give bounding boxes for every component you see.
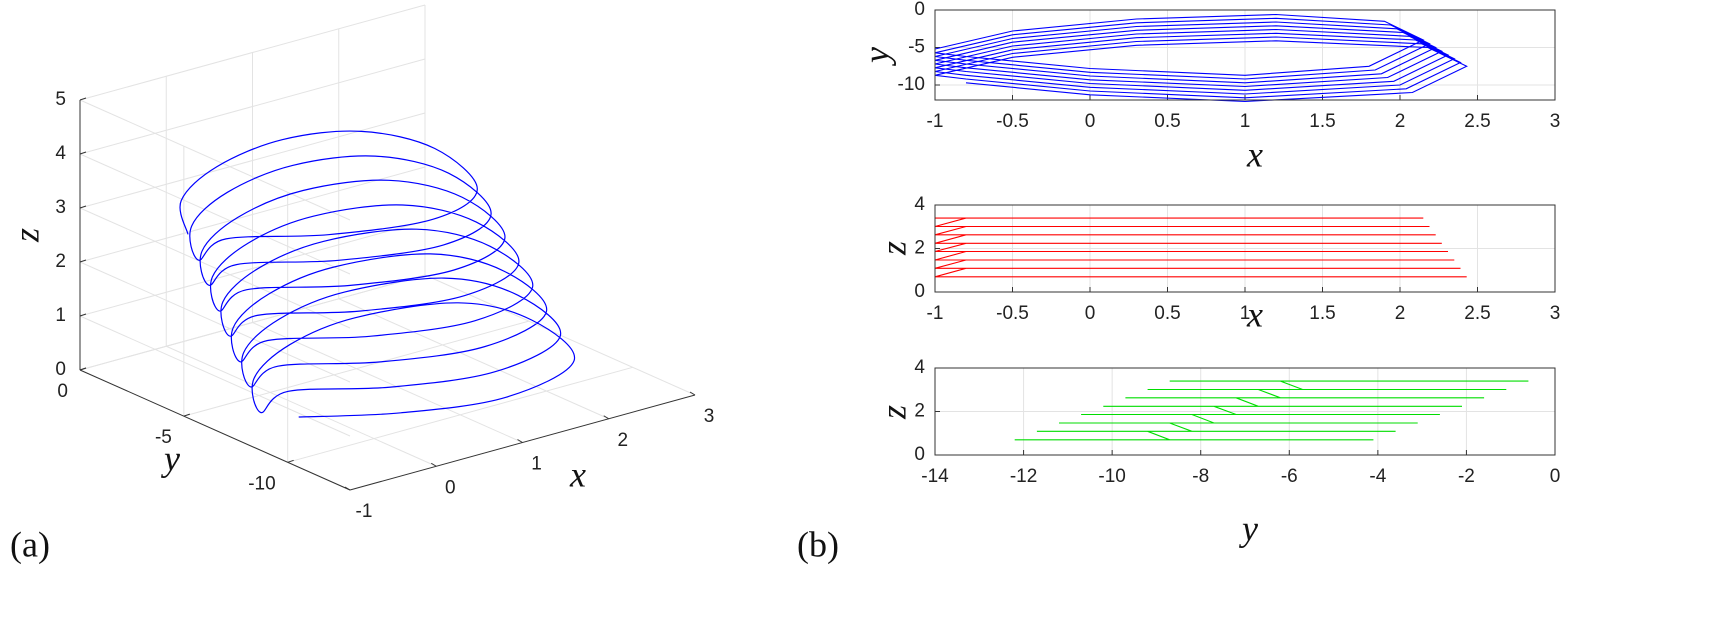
grid-line <box>183 320 529 417</box>
trajectory <box>179 130 576 418</box>
y-tick-label: 0 <box>57 381 68 402</box>
y-tick-label: -5 <box>908 37 925 58</box>
z-tick-label: 3 <box>55 197 66 218</box>
grid-line <box>79 315 351 437</box>
x-tick-label: 1.5 <box>1309 303 1335 324</box>
y-axis-label: z <box>873 241 913 256</box>
x-tick-label: -2 <box>1458 466 1475 487</box>
tick-mark <box>79 313 87 317</box>
tick-mark <box>430 462 437 467</box>
x-tick-label: 2 <box>1395 111 1406 132</box>
x-tick-label: 2 <box>1395 303 1406 324</box>
tick-mark <box>79 151 87 155</box>
x-axis-label: x <box>1246 294 1263 334</box>
x-tick-label: 1 <box>1240 111 1251 132</box>
x-tick-label: 0.5 <box>1154 111 1180 132</box>
tick-mark <box>689 391 696 396</box>
x-tick-label: 0.5 <box>1154 303 1180 324</box>
grid-line <box>79 99 351 221</box>
x-axis-label: x <box>569 454 586 494</box>
x-tick-label: -1 <box>927 111 944 132</box>
grid-line <box>79 274 426 371</box>
axes-box <box>934 9 1556 101</box>
y-tick-label: -5 <box>155 427 172 448</box>
x-tick-label: -0.5 <box>996 111 1029 132</box>
tick-mark <box>79 205 87 209</box>
x-tick-label: 2.5 <box>1464 303 1490 324</box>
y-tick-label: 4 <box>914 194 925 215</box>
trajectory <box>934 13 1468 103</box>
panel-label: (a) <box>10 524 50 564</box>
tick-mark <box>603 415 610 420</box>
x-tick-label: 0 <box>445 477 456 498</box>
grid-line <box>338 298 609 420</box>
z-tick-label: 5 <box>55 89 66 110</box>
tick-mark <box>517 439 523 443</box>
x-tick-label: -8 <box>1192 466 1209 487</box>
tick-mark <box>79 259 87 263</box>
y-axis-label: y <box>161 438 180 478</box>
y-axis-label: y <box>856 47 896 66</box>
y-tick-label: 0 <box>914 281 925 302</box>
tick-mark <box>79 367 87 371</box>
axes-box <box>934 367 1556 456</box>
grid-line <box>287 366 633 463</box>
grid-line <box>79 153 351 275</box>
y-axis-label: z <box>873 405 913 420</box>
x-tick-label: 1 <box>1240 303 1251 324</box>
y-tick-label: 4 <box>914 357 925 378</box>
grid-line <box>166 345 437 467</box>
x-tick-label: -12 <box>1010 466 1037 487</box>
x-tick-label: -6 <box>1281 466 1298 487</box>
x-tick-label: 3 <box>704 406 715 427</box>
x-tick-label: -10 <box>1098 466 1125 487</box>
z-tick-label: 1 <box>55 305 66 326</box>
x-tick-label: 3 <box>1550 111 1561 132</box>
x-axis-label: y <box>1239 508 1258 548</box>
z-axis-label: z <box>6 228 46 243</box>
grid-line <box>252 322 523 443</box>
y-tick-label: 0 <box>914 0 925 20</box>
y-tick-label: -10 <box>898 74 925 95</box>
x-tick-label: 2.5 <box>1464 111 1490 132</box>
tick-mark <box>183 413 191 417</box>
x-tick-label: 0 <box>1085 303 1096 324</box>
trajectory <box>1014 380 1529 441</box>
grid-line <box>79 207 351 329</box>
x-tick-label: 2 <box>617 430 628 451</box>
tick-mark <box>79 97 87 101</box>
x-tick-label: -1 <box>356 501 373 522</box>
x-tick-label: 0 <box>1550 466 1561 487</box>
z-tick-label: 4 <box>55 143 66 164</box>
tick-mark <box>344 486 351 491</box>
y-tick-label: 2 <box>914 238 925 259</box>
y-tick-label: -10 <box>248 473 275 494</box>
x-axis-label: x <box>1246 134 1263 174</box>
y-tick-label: 0 <box>914 444 925 465</box>
x-tick-label: 3 <box>1550 303 1561 324</box>
trajectory <box>934 217 1467 278</box>
x-tick-label: -0.5 <box>996 303 1029 324</box>
axes-box <box>934 204 1556 293</box>
x-tick-label: -14 <box>921 466 949 487</box>
x-tick-label: -4 <box>1369 466 1386 487</box>
grid-line <box>79 261 351 383</box>
axis-line <box>79 369 351 491</box>
z-tick-label: 2 <box>55 251 66 272</box>
tick-mark <box>287 459 294 463</box>
z-tick-label: 0 <box>55 359 66 380</box>
panel-label: (b) <box>797 524 839 564</box>
x-tick-label: 1.5 <box>1309 111 1335 132</box>
x-tick-label: -1 <box>927 303 944 324</box>
x-tick-label: 0 <box>1085 111 1096 132</box>
y-tick-label: 2 <box>914 401 925 422</box>
x-tick-label: 1 <box>531 454 542 475</box>
